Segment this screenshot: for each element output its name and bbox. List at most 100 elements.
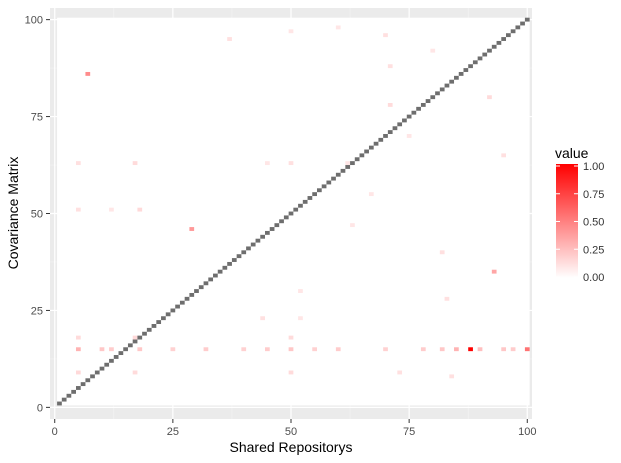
x-tick-label: 50 [285,426,297,438]
heatmap-cell [109,207,114,212]
x-tick-label: 100 [518,426,536,438]
heatmap-cell [99,347,105,352]
diagonal-cell [515,25,521,30]
diagonal-cell [316,188,322,193]
diagonal-cell [90,374,95,379]
heatmap-cell [75,347,81,352]
heatmap-cell [383,347,388,352]
diagonal-cell [392,126,398,131]
heatmap-tiles [57,17,530,406]
diagonal-cell [364,149,369,154]
heatmap-cell [137,207,143,212]
diagonal-cell [213,273,218,278]
heatmap-cell [132,161,138,166]
diagonal-cell [468,64,473,69]
diagonal-cell [454,75,459,80]
diagonal-cell [402,118,407,123]
heatmap-cell [260,316,266,321]
diagonal-cell [260,234,266,239]
heatmap-cell [430,48,436,53]
diagonal-cell [288,211,294,216]
diagonal-cell [321,184,327,189]
heatmap-cell [335,347,341,352]
diagonal-cell [430,95,436,100]
heatmap-cell [510,347,516,352]
legend-color-bar [556,164,578,278]
diagonal-cell [326,180,332,185]
diagonal-cell [179,300,185,305]
diagonal-cell [383,134,388,138]
legend-tick-label: 0.50 [583,217,604,229]
diagonal-cell [463,68,469,72]
heatmap-cell [444,296,450,301]
heatmap-cell [468,347,473,352]
heatmap-cell [288,161,294,166]
heatmap-cell [298,289,303,293]
heatmap-cell [227,37,232,41]
diagonal-cell [255,238,261,243]
diagonal-cell [331,176,336,181]
diagonal-cell [425,99,431,103]
heatmap-cell [454,347,459,352]
heatmap-cell [524,347,530,352]
heatmap-cell [189,227,195,231]
diagonal-cell [501,37,507,41]
legend: value 1.00 0.75 0.50 0.25 0.00 [555,145,604,284]
heatmap-cell [132,335,138,340]
heatmap-cell [345,161,351,166]
diagonal-cell [231,258,237,262]
diagonal-cell [520,21,525,26]
diagonal-cell [246,246,251,251]
heatmap-cell [491,269,497,274]
heatmap-cell [420,347,426,352]
diagonal-cell [189,292,195,297]
y-tick-label: 25 [31,305,43,317]
diagonal-cell [71,389,76,394]
y-axis: 0 25 50 75 100 [25,15,50,414]
diagonal-cell [227,261,232,266]
diagonal-cell [66,393,72,398]
diagonal-cell [137,335,143,340]
heatmap-cell [288,335,294,340]
legend-tick-label: 0.00 [583,272,604,284]
heatmap-cell [265,347,270,352]
heatmap-cell [387,102,393,107]
diagonal-cell [283,215,289,220]
diagonal-cell [104,362,110,367]
diagonal-cell [85,378,91,383]
heatmap-cell [137,347,143,352]
diagonal-cell [161,316,166,321]
diagonal-cell [217,269,223,274]
heatmap-cell [265,161,270,166]
y-tick-label: 50 [31,209,43,221]
diagonal-cell [472,60,478,65]
heatmap-cell [288,29,294,34]
diagonal-cell [298,203,303,208]
diagonal-cell [274,223,280,228]
heatmap-cell [477,347,483,352]
diagonal-cell [335,172,341,177]
heatmap-cell [75,370,81,375]
diagonal-cell [203,281,209,286]
diagonal-cell [198,285,204,290]
legend-tick-label: 0.25 [583,244,604,256]
diagonal-cell [132,339,138,344]
diagonal-cell [496,40,502,45]
y-tick-label: 100 [25,15,43,27]
diagonal-cell [477,56,483,61]
diagonal-cell [146,327,152,332]
heatmap-cell [397,370,403,375]
heatmap-cell [132,370,138,375]
diagonal-cell [458,71,464,76]
heatmap-cell [288,370,294,375]
diagonal-cell [439,87,445,92]
diagonal-cell [99,366,105,371]
diagonal-cell [80,382,86,387]
diagonal-cell [279,219,284,224]
diagonal-cell [170,308,176,313]
diagonal-cell [510,29,516,34]
diagonal-cell [61,397,67,402]
heatmap-cell [449,374,455,379]
diagonal-cell [302,199,308,204]
diagonal-cell [406,114,412,119]
